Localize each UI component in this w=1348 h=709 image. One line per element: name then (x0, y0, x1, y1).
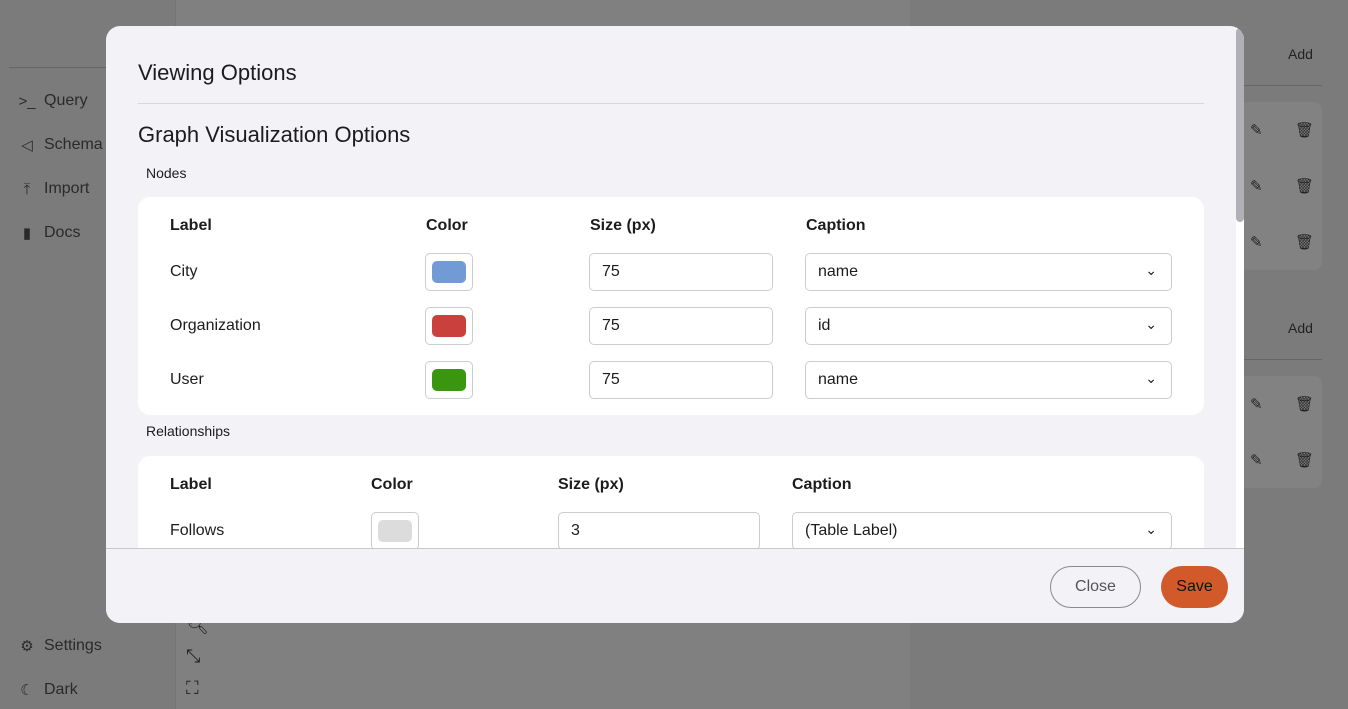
color-picker[interactable] (425, 361, 473, 399)
book-icon: ▮ (22, 225, 32, 242)
moon-icon: ☾ (20, 682, 34, 699)
scrollbar-thumb[interactable] (1236, 28, 1244, 222)
close-button[interactable]: Close (1050, 566, 1141, 608)
edit-icon[interactable]: ✎ (1250, 452, 1263, 469)
row-label: City (170, 263, 198, 280)
column-header: Caption (792, 476, 852, 493)
sidebar-item-schema[interactable]: ◁ Schema (18, 136, 102, 154)
chevron-down-icon: ⌄ (1145, 521, 1157, 537)
size-input[interactable]: 75 (589, 253, 773, 291)
color-swatch (432, 369, 466, 391)
column-header: Color (426, 217, 468, 234)
column-header: Size (px) (558, 476, 624, 493)
upload-icon: ⤒ (23, 180, 31, 198)
chevron-down-icon: ⌄ (1145, 316, 1157, 332)
trash-icon[interactable]: 🗑︎ (1295, 234, 1315, 251)
modal-footer: Close Save (106, 548, 1244, 623)
divider (1240, 85, 1322, 86)
edit-icon[interactable]: ✎ (1250, 396, 1263, 413)
color-swatch (378, 520, 412, 542)
row-label: Organization (170, 317, 261, 334)
divider (138, 103, 1204, 104)
collapse-icon[interactable]: ⤡ (186, 646, 201, 666)
column-header: Label (170, 476, 212, 493)
edit-icon[interactable]: ✎ (1250, 234, 1263, 251)
divider (1240, 359, 1322, 360)
trash-icon[interactable]: 🗑︎ (1295, 452, 1315, 469)
size-input[interactable]: 75 (589, 307, 773, 345)
caption-select[interactable]: name ⌄ (805, 253, 1172, 291)
sidebar-item-import[interactable]: ⤒ Import (18, 180, 90, 198)
section-title: Graph Visualization Options (138, 122, 411, 147)
modal-title: Viewing Options (138, 60, 297, 85)
viewing-options-modal: Viewing Options Graph Visualization Opti… (106, 26, 1244, 623)
caption-select[interactable]: name ⌄ (805, 361, 1172, 399)
fullscreen-icon[interactable]: ⛶ (186, 678, 199, 698)
edit-icon[interactable]: ✎ (1250, 178, 1263, 195)
sidebar-item-dark[interactable]: ☾ Dark (18, 681, 78, 699)
size-input[interactable]: 75 (589, 361, 773, 399)
sidebar-item-docs[interactable]: ▮ Docs (18, 224, 81, 242)
column-header: Size (px) (590, 217, 656, 234)
sidebar-item-settings[interactable]: ⚙ Settings (18, 637, 102, 655)
divider (9, 67, 175, 68)
column-header: Caption (806, 217, 866, 234)
caption-select[interactable]: (Table Label) ⌄ (792, 512, 1172, 550)
color-swatch (432, 315, 466, 337)
chevron-down-icon: ⌄ (1145, 262, 1157, 278)
trash-icon[interactable]: 🗑︎ (1295, 396, 1315, 413)
scrollbar[interactable] (1236, 26, 1244, 548)
terminal-icon: >_ (18, 92, 36, 110)
chevron-down-icon: ⌄ (1145, 370, 1157, 386)
size-input[interactable]: 3 (558, 512, 760, 550)
nodes-table: Label Color Size (px) Caption City 75 na… (138, 197, 1204, 415)
edit-icon[interactable]: ✎ (1250, 122, 1263, 139)
color-swatch (432, 261, 466, 283)
row-label: User (170, 371, 204, 388)
color-picker[interactable] (425, 253, 473, 291)
gear-icon: ⚙ (20, 638, 34, 655)
row-label: Follows (170, 522, 225, 539)
schema-icon: ◁ (21, 137, 33, 154)
nodes-heading: Nodes (146, 165, 187, 181)
sidebar-item-query[interactable]: >_ Query (18, 92, 88, 110)
relationships-heading: Relationships (146, 423, 231, 439)
trash-icon[interactable]: 🗑︎ (1295, 122, 1315, 139)
save-button[interactable]: Save (1161, 566, 1228, 608)
color-picker[interactable] (371, 512, 419, 550)
column-header: Label (170, 217, 212, 234)
column-header: Color (371, 476, 413, 493)
caption-select[interactable]: id ⌄ (805, 307, 1172, 345)
add-button[interactable]: Add (1288, 320, 1313, 336)
list-card (1240, 102, 1322, 270)
trash-icon[interactable]: 🗑︎ (1295, 178, 1315, 195)
list-card (1240, 376, 1322, 488)
add-button[interactable]: Add (1288, 46, 1313, 62)
color-picker[interactable] (425, 307, 473, 345)
